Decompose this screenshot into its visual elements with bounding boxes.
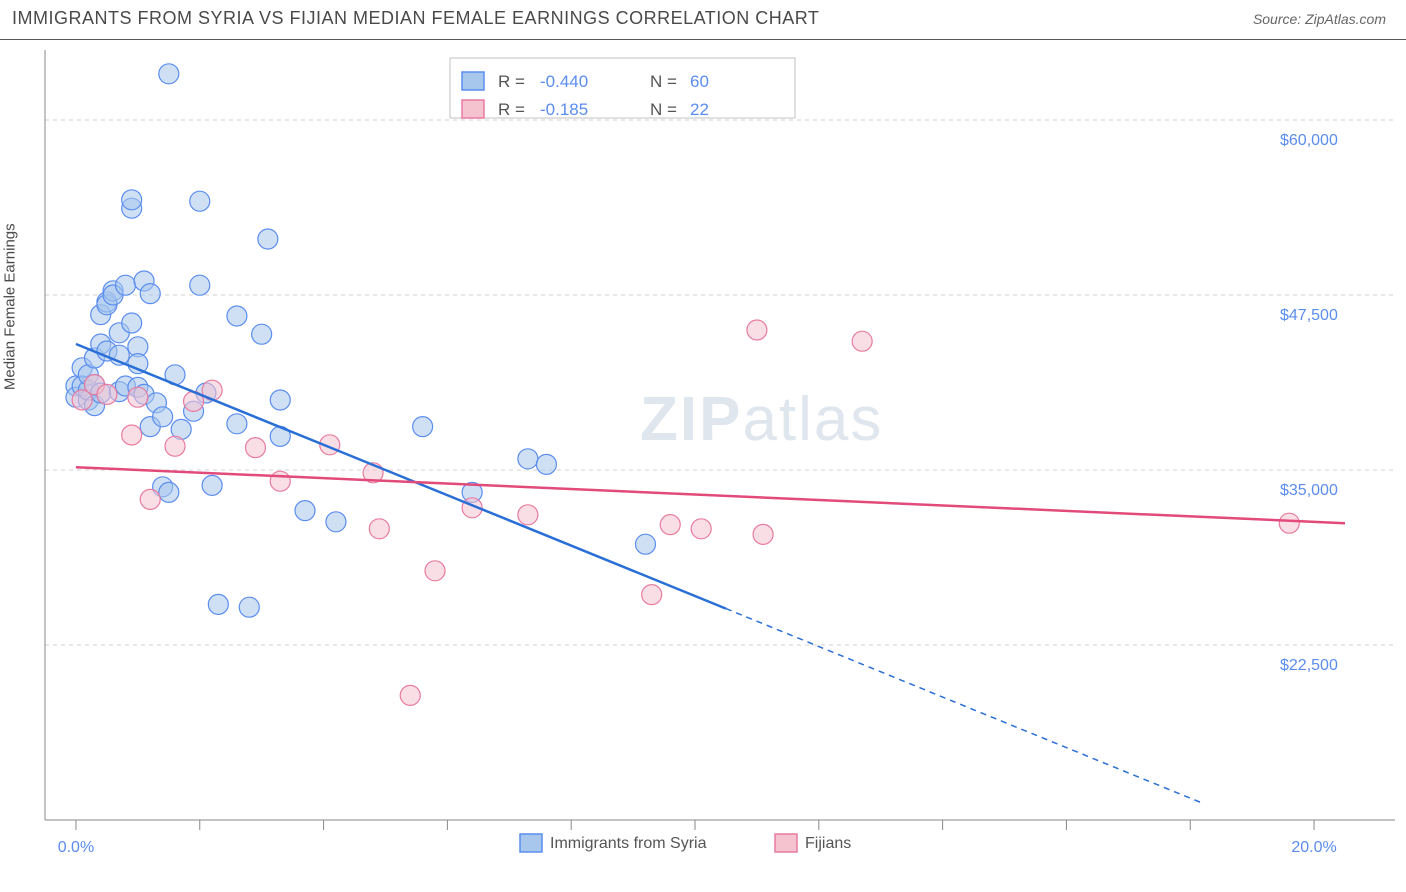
scatter-point — [97, 384, 117, 404]
legend-n-label: N = — [650, 72, 677, 91]
chart-source: Source: ZipAtlas.com — [1253, 11, 1386, 27]
x-tick-label: 0.0% — [58, 839, 94, 856]
scatter-point — [122, 313, 142, 333]
correlation-scatter-chart: $22,500 $35,000 $47,500 $60,000 ZIPatlas 0.0%… — [0, 40, 1406, 890]
scatter-point — [128, 354, 148, 374]
scatter-point — [691, 519, 711, 539]
y-tick-label: $35,000 — [1280, 482, 1338, 499]
scatter-point — [208, 594, 228, 614]
scatter-point — [258, 229, 278, 249]
scatter-point — [642, 585, 662, 605]
legend-n-value: 22 — [690, 100, 709, 119]
trend-line-extrapolated — [726, 609, 1203, 804]
scatter-point — [326, 512, 346, 532]
trend-line — [76, 344, 726, 609]
scatter-point — [190, 275, 210, 295]
scatter-point — [660, 515, 680, 535]
scatter-point — [270, 390, 290, 410]
legend-swatch — [520, 834, 542, 852]
scatter-point — [400, 685, 420, 705]
scatter-point — [165, 436, 185, 456]
scatter-point — [159, 482, 179, 502]
legend-r-value: -0.185 — [540, 100, 588, 119]
trend-line — [76, 467, 1345, 523]
scatter-point — [128, 387, 148, 407]
scatter-point — [245, 438, 265, 458]
scatter-point — [518, 449, 538, 469]
y-tick-label: $47,500 — [1280, 307, 1338, 324]
legend-series-label: Fijians — [805, 835, 851, 852]
chart-header: IMMIGRANTS FROM SYRIA VS FIJIAN MEDIAN F… — [0, 0, 1406, 40]
scatter-point — [140, 284, 160, 304]
scatter-point — [252, 324, 272, 344]
legend-r-label: R = — [498, 72, 525, 91]
scatter-point — [747, 320, 767, 340]
scatter-point — [635, 534, 655, 554]
legend-r-value: -0.440 — [540, 72, 588, 91]
x-tick-label: 20.0% — [1291, 839, 1336, 856]
scatter-point — [140, 489, 160, 509]
y-tick-label: $22,500 — [1280, 657, 1338, 674]
scatter-point — [413, 417, 433, 437]
scatter-point — [190, 191, 210, 211]
scatter-point — [159, 64, 179, 84]
scatter-point — [227, 414, 247, 434]
scatter-point — [227, 306, 247, 326]
scatter-point — [753, 524, 773, 544]
scatter-point — [295, 501, 315, 521]
scatter-point — [518, 505, 538, 525]
scatter-point — [536, 454, 556, 474]
y-tick-label: $60,000 — [1280, 132, 1338, 149]
scatter-point — [115, 275, 135, 295]
legend-swatch — [462, 100, 484, 118]
scatter-point — [1279, 513, 1299, 533]
scatter-point — [202, 475, 222, 495]
y-axis-label: Median Female Earnings — [2, 223, 19, 390]
chart-container: Median Female Earnings $22,500 $35,000 $47… — [0, 40, 1406, 890]
chart-title: IMMIGRANTS FROM SYRIA VS FIJIAN MEDIAN F… — [12, 8, 819, 29]
legend-swatch — [775, 834, 797, 852]
source-label: Source: — [1253, 11, 1305, 27]
legend-r-label: R = — [498, 100, 525, 119]
legend-n-value: 60 — [690, 72, 709, 91]
legend-series-label: Immigrants from Syria — [550, 835, 707, 852]
scatter-point — [369, 519, 389, 539]
source-value: ZipAtlas.com — [1305, 11, 1386, 27]
legend-n-label: N = — [650, 100, 677, 119]
scatter-point — [239, 597, 259, 617]
scatter-point — [270, 471, 290, 491]
scatter-point — [122, 425, 142, 445]
scatter-point — [153, 407, 173, 427]
scatter-point — [425, 561, 445, 581]
scatter-point — [852, 331, 872, 351]
scatter-point — [122, 190, 142, 210]
watermark: ZIPatlas — [640, 385, 883, 454]
legend-swatch — [462, 72, 484, 90]
